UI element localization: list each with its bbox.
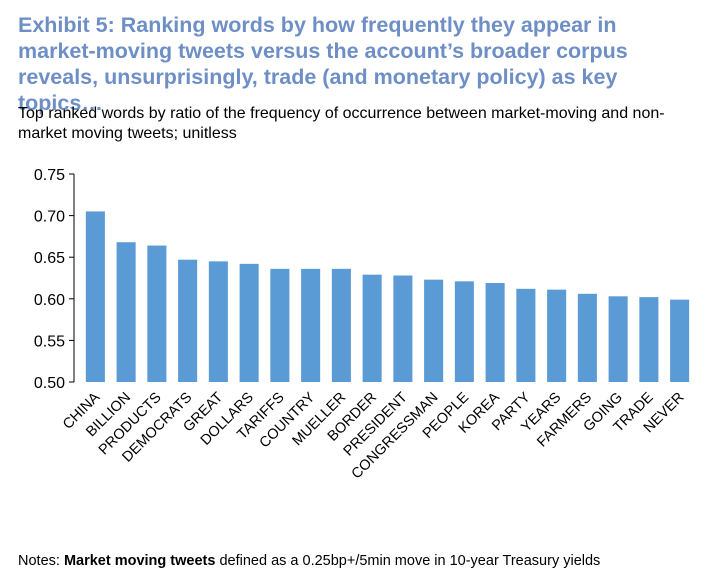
bar-billion: [116, 242, 136, 382]
chart-subtitle: Top ranked words by ratio of the frequen…: [18, 105, 665, 142]
y-tick-label: 0.50: [34, 375, 65, 392]
bar-years: [547, 289, 567, 382]
bar-mueller: [331, 268, 351, 382]
bar-president: [393, 275, 413, 382]
bar-great: [208, 261, 228, 382]
y-tick-label: 0.55: [34, 333, 65, 350]
bar-congressman: [424, 279, 444, 382]
bar-going: [608, 296, 628, 382]
bar-products: [147, 245, 167, 382]
y-axis: 0.75 0.70 0.65 0.60 0.55 0.50: [34, 167, 75, 392]
bar-tariffs: [270, 268, 290, 382]
bar-country: [301, 268, 321, 382]
bar-dollars: [239, 263, 259, 382]
notes-bold-term: Market moving tweets: [63, 553, 216, 569]
bar-chart: 0.75 0.70 0.65 0.60 0.55 0.50 CHINABILLIONPRO…: [34, 167, 690, 482]
chart-notes: Notes: Market moving tweets defined as a…: [18, 552, 703, 570]
bar-china: [85, 211, 105, 382]
bar-people: [454, 281, 474, 382]
bar-trade: [639, 297, 659, 382]
y-tick-label: 0.70: [34, 209, 65, 226]
y-tick-label: 0.60: [34, 292, 65, 309]
y-tick-label: 0.75: [34, 167, 65, 184]
bar-party: [516, 288, 536, 382]
chart-title: Exhibit 5: Ranking words by how frequent…: [18, 13, 628, 115]
x-axis-labels: CHINABILLIONPRODUCTSDEMOCRATSGREATDOLLAR…: [60, 389, 687, 482]
y-tick-label: 0.65: [34, 250, 65, 267]
bars: [85, 211, 690, 382]
bar-korea: [485, 282, 505, 382]
bar-never: [670, 299, 690, 382]
bar-farmers: [577, 293, 597, 382]
bar-democrats: [178, 259, 198, 382]
notes-definition: defined as a 0.25bp+/5min move in 10-yea…: [215, 553, 601, 569]
bar-border: [362, 274, 382, 382]
notes-prefix: Notes:: [18, 553, 64, 569]
